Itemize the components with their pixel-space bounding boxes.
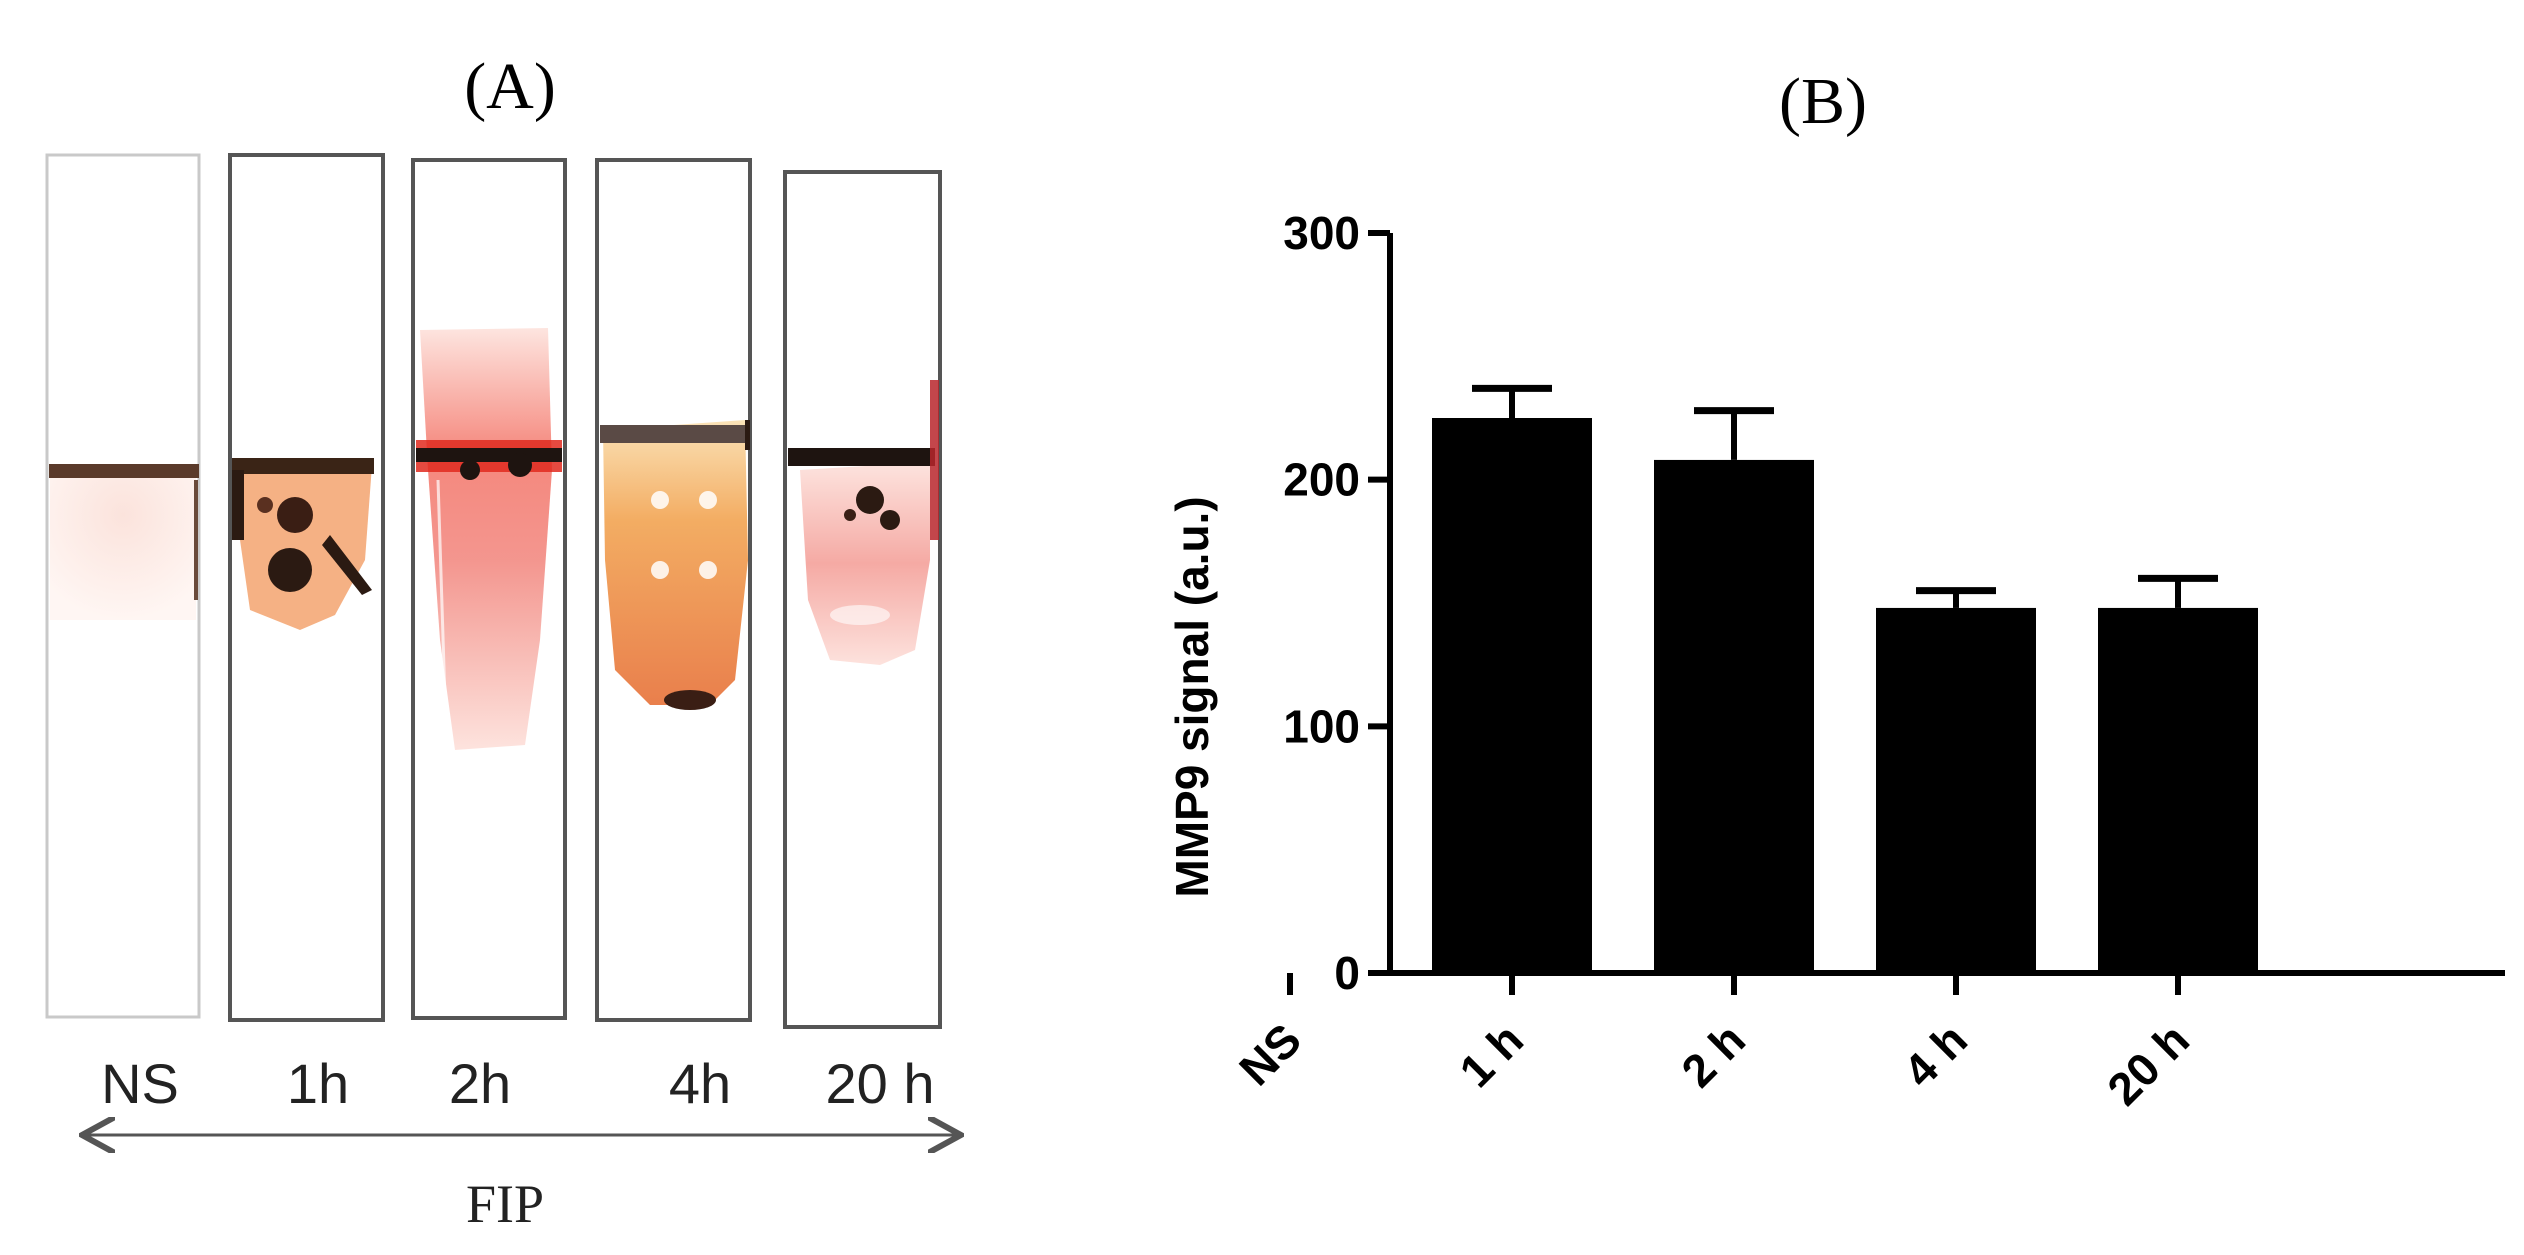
x-tick-label: 4 h bbox=[1893, 1013, 1977, 1097]
strip-ns bbox=[45, 153, 201, 1019]
x-tick-label: 1 h bbox=[1449, 1013, 1533, 1097]
y-tick-label: 300 bbox=[1283, 207, 1360, 259]
y-tick-label: 200 bbox=[1283, 454, 1360, 506]
panel-a-label: (A) bbox=[464, 50, 556, 123]
strip-1h bbox=[228, 153, 385, 1022]
x-tick-label: 20 h bbox=[2097, 1013, 2199, 1115]
bar bbox=[1876, 607, 2036, 973]
bar bbox=[1654, 459, 1814, 973]
lane-label-20h: 20 h bbox=[826, 1052, 935, 1115]
y-axis-label: MMP9 signal (a.u.) bbox=[1166, 496, 1218, 897]
lane-label-1h: 1h bbox=[287, 1052, 349, 1115]
strip-2h bbox=[411, 158, 567, 1020]
chart-title: (B) bbox=[1779, 65, 1867, 138]
x-tick-label: 2 h bbox=[1671, 1013, 1755, 1097]
x-tick-label: NS bbox=[1229, 1013, 1311, 1095]
strip-4h bbox=[595, 158, 752, 1022]
panel-a: (A) bbox=[45, 50, 958, 1234]
lane-label-2h: 2h bbox=[449, 1052, 511, 1115]
fip-label: FIP bbox=[466, 1174, 544, 1234]
panel-b: (B) MMP9 signal (a.u.) 0 100 200 300 NS 1 h 2 … bbox=[1166, 65, 2505, 1115]
chart-plot: 0 100 200 300 NS 1 h 2 h 4 h 20 h bbox=[1229, 207, 2505, 1115]
bar bbox=[1432, 418, 1592, 973]
strip-20h bbox=[783, 170, 942, 1029]
lane-label-ns: NS bbox=[101, 1052, 179, 1115]
lane-label-4h: 4h bbox=[669, 1052, 731, 1115]
y-tick-label: 100 bbox=[1283, 700, 1360, 752]
bar bbox=[2098, 607, 2258, 973]
y-tick-label: 0 bbox=[1334, 947, 1360, 999]
